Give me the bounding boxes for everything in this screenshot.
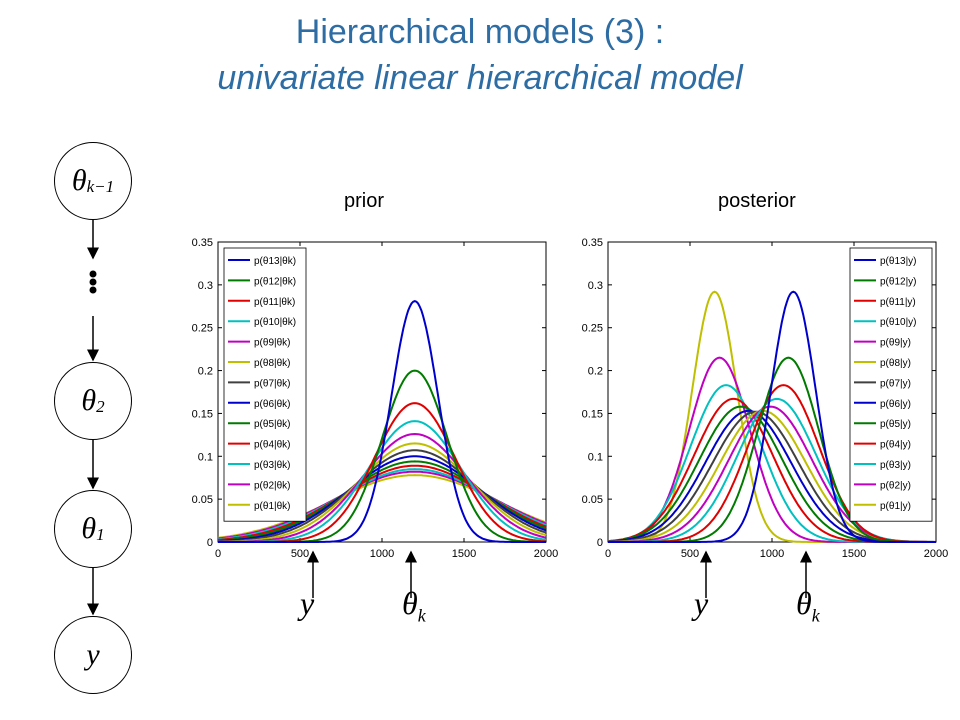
legend-entry: p(θ13|y) (880, 256, 917, 267)
legend-entry: p(θ13|θk) (254, 256, 296, 267)
x-tick-label: 1500 (452, 548, 476, 560)
x-tick-label: 500 (681, 548, 699, 560)
posterior-label: posterior (718, 190, 796, 212)
node-subscript: 1 (96, 525, 105, 544)
ellipsis-dot (89, 286, 97, 294)
y-tick-label: 0 (597, 537, 603, 549)
legend-entry: p(θ10|θk) (254, 317, 296, 328)
y-tick-label: 0.15 (192, 408, 213, 420)
series-line (608, 290, 936, 543)
legend-box (849, 247, 933, 522)
node-subscript: k−1 (86, 177, 115, 196)
legend-entry: p(θ11|y) (880, 297, 916, 308)
legend-entry: p(θ7|y) (880, 378, 911, 389)
y-tick-label: 0.2 (198, 366, 213, 378)
legend-entry: p(θ8|y) (880, 358, 911, 369)
legend-entry: p(θ1|θk) (254, 501, 291, 512)
ellipsis-dot (89, 278, 97, 286)
y-tick-label: 0.05 (192, 494, 213, 506)
y-tick-label: 0.3 (588, 280, 603, 292)
y-tick-label: 0.35 (582, 237, 603, 249)
node-y: y (54, 616, 132, 694)
x-tick-label: 500 (291, 548, 309, 560)
legend-entry: p(θ5|θk) (254, 419, 291, 430)
y-tick-label: 0.15 (582, 408, 603, 420)
legend-entry: p(θ4|θk) (254, 440, 291, 451)
prior-label: prior (344, 190, 385, 212)
legend-entry: p(θ6|y) (880, 399, 911, 410)
legend-entry: p(θ3|θk) (254, 460, 291, 471)
ellipsis-dot (89, 270, 97, 278)
legend-entry: p(θ3|y) (880, 460, 911, 471)
legend-entry: p(θ11|θk) (254, 297, 295, 308)
slide-subtitle: univariate linear hierarchical model (217, 59, 743, 97)
slide-title: Hierarchical models (3) : (295, 13, 665, 51)
node-theta-k-minus-1: θ k−1 (54, 142, 132, 220)
annotation-y-posterior: y (694, 585, 709, 621)
legend-entry: p(θ10|y) (880, 317, 917, 328)
annotation-theta-k-prior: θk (402, 585, 426, 626)
x-tick-label: 2000 (924, 548, 948, 560)
legend-entry: p(θ2|θk) (254, 480, 291, 491)
y-tick-label: 0.05 (582, 494, 603, 506)
x-tick-label: 1500 (842, 548, 866, 560)
annotation-theta-symbol: θ (796, 585, 812, 621)
series-line (218, 455, 547, 542)
annotation-theta-k-posterior: θk (796, 585, 820, 626)
x-tick-label: 1000 (760, 548, 784, 560)
legend-entry: p(θ4|y) (880, 440, 911, 451)
legend-entry: p(θ12|θk) (254, 276, 296, 287)
legend-entry: p(θ2|y) (880, 480, 911, 491)
node-symbol: y (86, 638, 100, 671)
node-symbol: θ (81, 384, 97, 417)
posterior-chart: 0 0.05 0.1 0.15 0.2 0.25 0.3 0.35 0 500 1000 1500 20… (582, 237, 949, 560)
series-line (217, 449, 547, 543)
series-line (217, 442, 547, 543)
legend-entry: p(θ5|y) (880, 419, 911, 430)
y-tick-label: 0.2 (588, 366, 603, 378)
x-tick-label: 0 (605, 548, 611, 560)
annotation-y-prior: y (300, 585, 315, 621)
legend-entry: p(θ7|θk) (254, 378, 291, 389)
prior-chart: 0 0.05 0.1 0.15 0.2 0.25 0.3 0.35 0 500 1000 1500 20… (192, 237, 559, 560)
y-tick-label: 0.35 (192, 237, 213, 249)
node-subscript: 2 (96, 397, 105, 416)
y-tick-label: 0 (207, 537, 213, 549)
annotation-theta-symbol: θ (402, 585, 418, 621)
legend-box (223, 247, 307, 522)
y-tick-label: 0.25 (192, 323, 213, 335)
legend-entry: p(θ9|y) (880, 338, 911, 349)
y-tick-label: 0.1 (198, 451, 213, 463)
x-tick-label: 1000 (370, 548, 394, 560)
annotation-theta-subscript: k (417, 605, 426, 626)
node-symbol: θ (81, 512, 97, 545)
legend-entry: p(θ8|θk) (254, 358, 291, 369)
series-line (218, 300, 546, 543)
legend-entry: p(θ1|y) (880, 501, 911, 512)
legend-entry: p(θ9|θk) (254, 338, 291, 349)
x-tick-label: 0 (215, 548, 221, 560)
node-symbol: θ (71, 164, 87, 197)
y-tick-label: 0.25 (582, 323, 603, 335)
x-tick-label: 2000 (534, 548, 558, 560)
y-tick-label: 0.3 (198, 280, 213, 292)
legend-entry: p(θ12|y) (880, 276, 917, 287)
annotation-theta-subscript: k (811, 605, 820, 626)
legend-entry: p(θ6|θk) (254, 399, 291, 410)
y-tick-label: 0.1 (588, 451, 603, 463)
